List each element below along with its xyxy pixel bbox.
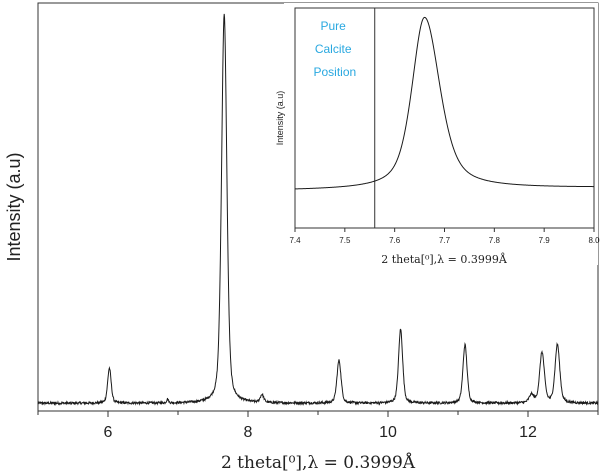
annotation-line-1: Pure [321,19,347,33]
inset-x-tick-label: 8.0 [588,236,600,245]
inset-x-tick-label: 7.5 [339,236,351,245]
inset-x-tick-label: 7.6 [389,236,401,245]
main-x-tick-label: 10 [379,424,397,441]
inset-y-axis-label: Intensity (a.u) [275,91,285,146]
main-x-tick-label: 12 [519,424,537,441]
inset-x-axis: 7.4 7.5 7.6 7.7 7.8 7.9 8.0 [289,228,600,245]
main-chart: 6 8 10 12 Intensity (a.u) 2 theta[⁰],λ = 0.… [4,2,599,473]
inset-x-axis-label: 2 theta[⁰],λ = 0.3999Å [381,252,508,266]
inset-background [284,3,598,265]
inset-series-line [294,16,595,190]
annotation-line-3: Position [314,65,357,79]
inset-chart: 7.4 7.5 7.6 7.7 7.8 7.9 8.0 Pure Calcite Posit… [275,3,600,266]
main-x-axis-label: 2 theta[⁰],λ = 0.3999Å [221,452,416,473]
inset-x-tick-label: 7.4 [289,236,301,245]
pure-calcite-label: Pure Calcite Position [314,19,357,79]
main-x-tick-label: 6 [104,424,113,441]
inset-x-tick-label: 7.9 [539,236,551,245]
main-series-line [37,13,599,406]
main-x-axis: 6 8 10 12 [37,411,599,441]
inset-x-tick-label: 7.7 [439,236,451,245]
inset-x-tick-label: 7.8 [489,236,501,245]
annotation-line-2: Calcite [315,42,352,56]
main-x-tick-label: 8 [244,424,253,441]
main-y-axis-label: Intensity (a.u) [4,152,24,261]
